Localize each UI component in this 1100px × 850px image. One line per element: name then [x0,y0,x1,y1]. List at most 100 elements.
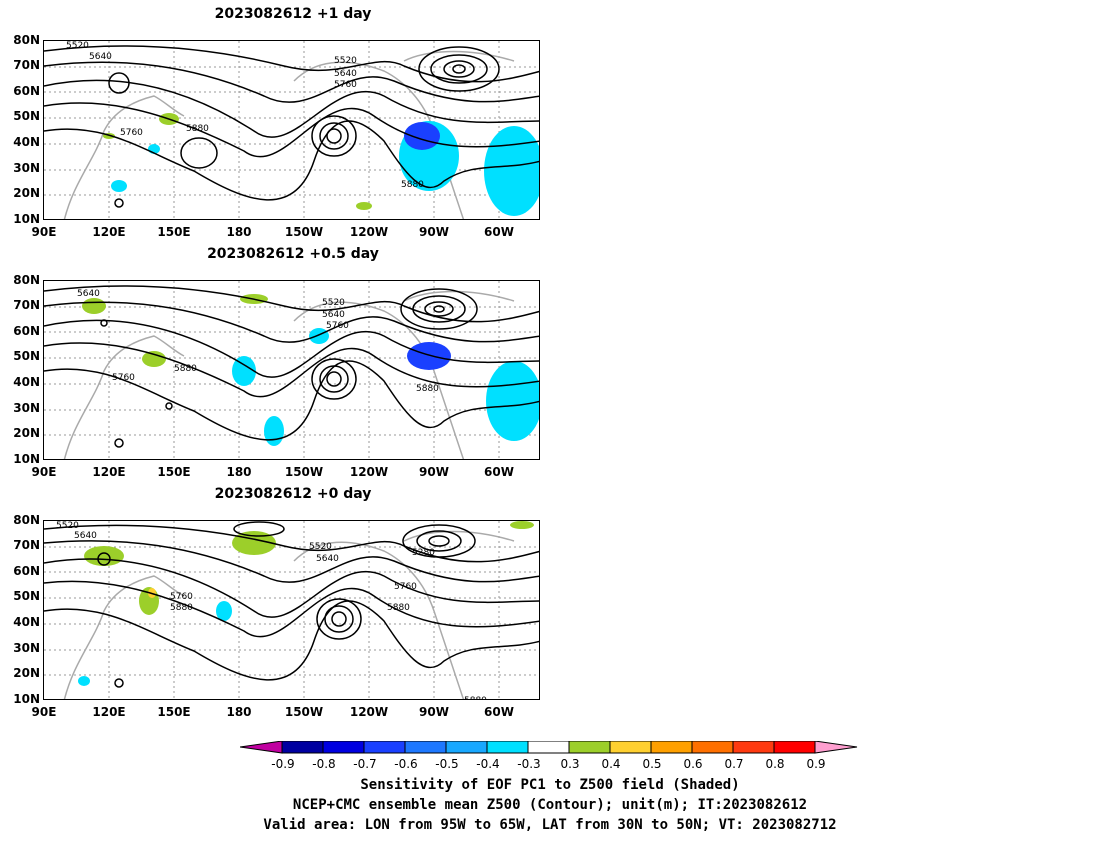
lat-tick: 10N [13,452,40,466]
lat-tick: 60N [13,84,40,98]
lon-tick: 120E [92,465,126,479]
lon-tick: 150W [284,705,324,719]
lat-tick: 10N [13,692,40,706]
contour-label: 5520 [56,521,79,531]
caption-line-3: Valid area: LON from 95W to 65W, LAT fro… [263,817,837,833]
lon-tick: 90W [419,225,449,239]
caption-line-1: Sensitivity of EOF PC1 to Z500 field (Sh… [360,777,740,793]
colorbar-label: -0.9 [271,757,295,771]
map-panel-1: 5520 5640 5520 5640 5760 5760 5880 5880 [43,40,540,220]
colorbar-label: -0.4 [476,757,500,771]
contour-label: 5880 [186,124,209,134]
contour-label: 5760 [170,592,193,602]
lat-tick: 50N [13,349,40,363]
colorbar-high-arrow [814,741,858,754]
lat-tick: 40N [13,135,40,149]
lat-tick: 50N [13,589,40,603]
colorbar-label: 0.5 [642,757,662,771]
lat-tick: 20N [13,426,40,440]
lat-tick: 30N [13,161,40,175]
colorbar-swatch [363,741,406,754]
lon-tick: 90E [31,465,57,479]
lon-tick: 150E [157,465,191,479]
lon-tick: 120E [92,225,126,239]
colorbar-swatch [404,741,447,754]
colorbar-label: 0.8 [765,757,785,771]
colorbar-swatch [527,741,570,754]
contour-label: 5880 [416,384,439,394]
contour-label: 5640 [89,52,112,62]
panel-title-2: 2023082612 +0.5 day [207,246,379,262]
colorbar-label: 0.4 [601,757,621,771]
contour-label: 5880 [387,603,410,613]
lon-tick: 180 [226,705,252,719]
lon-tick: 120W [349,705,389,719]
colorbar-swatch [281,741,324,754]
lat-tick: 70N [13,58,40,72]
colorbar-label: -0.5 [435,757,459,771]
map-svg-3: 5520 5640 5520 5640 5280 5760 5760 5880 … [44,521,539,700]
lat-tick: 80N [13,273,40,287]
lon-tick: 180 [226,225,252,239]
lat-tick: 70N [13,538,40,552]
contour-label: 5520 [322,298,345,308]
lon-tick: 90W [419,705,449,719]
lat-tick: 40N [13,615,40,629]
contour-label: 5760 [326,321,349,331]
contour-label: 5640 [74,531,97,541]
contour-label: 5760 [112,373,135,383]
contour-label: 5640 [322,310,345,320]
lon-tick: 120W [349,225,389,239]
colorbar [240,741,858,754]
colorbar-swatch [691,741,734,754]
lat-tick: 80N [13,33,40,47]
lon-tick: 150E [157,705,191,719]
contour-label: 5520 [66,41,89,51]
lon-tick: 150W [284,225,324,239]
colorbar-swatch [445,741,488,754]
map-svg-1: 5520 5640 5520 5640 5760 5760 5880 5880 [44,41,539,219]
lat-tick: 60N [13,324,40,338]
contour-label: 5880 [174,364,197,374]
contour-label: 5640 [316,554,339,564]
panel-title-1: 2023082612 +1 day [214,6,372,22]
colorbar-label: -0.8 [312,757,336,771]
colorbar-swatch [486,741,529,754]
lat-tick: 60N [13,564,40,578]
map-panel-3: 5520 5640 5520 5640 5280 5760 5760 5880 … [43,520,540,700]
contour-label: 5280 [412,548,435,558]
colorbar-label: 0.6 [683,757,703,771]
colorbar-label: -0.7 [353,757,377,771]
lon-tick: 90E [31,705,57,719]
lat-tick: 20N [13,666,40,680]
panel-title-3: 2023082612 +0 day [214,486,372,502]
colorbar-swatch [773,741,816,754]
contour-label: 5760 [120,128,143,138]
colorbar-swatch [609,741,652,754]
lat-tick: 70N [13,298,40,312]
lon-tick: 60W [484,705,514,719]
contour-label: 5880 [464,696,487,700]
lon-tick: 150E [157,225,191,239]
colorbar-label: -0.3 [517,757,541,771]
contour-label: 5760 [394,582,417,592]
contour-label: 5520 [309,542,332,552]
colorbar-low-arrow [240,741,283,754]
colorbar-swatch [322,741,365,754]
lon-tick: 60W [484,225,514,239]
contour-label: 5880 [170,603,193,613]
lon-tick: 120E [92,705,126,719]
lat-tick: 30N [13,641,40,655]
colorbar-swatch [650,741,693,754]
contour-label: 5760 [334,80,357,90]
colorbar-label: 0.7 [724,757,744,771]
lon-tick: 90W [419,465,449,479]
contour-label: 5640 [334,69,357,79]
contour-label: 5520 [334,56,357,66]
colorbar-swatch [732,741,775,754]
map-panel-2: 5640 5520 5640 5760 5760 5880 5880 [43,280,540,460]
colorbar-swatch [568,741,611,754]
lon-tick: 90E [31,225,57,239]
caption-line-2: NCEP+CMC ensemble mean Z500 (Contour); u… [292,797,808,813]
lat-tick: 20N [13,186,40,200]
